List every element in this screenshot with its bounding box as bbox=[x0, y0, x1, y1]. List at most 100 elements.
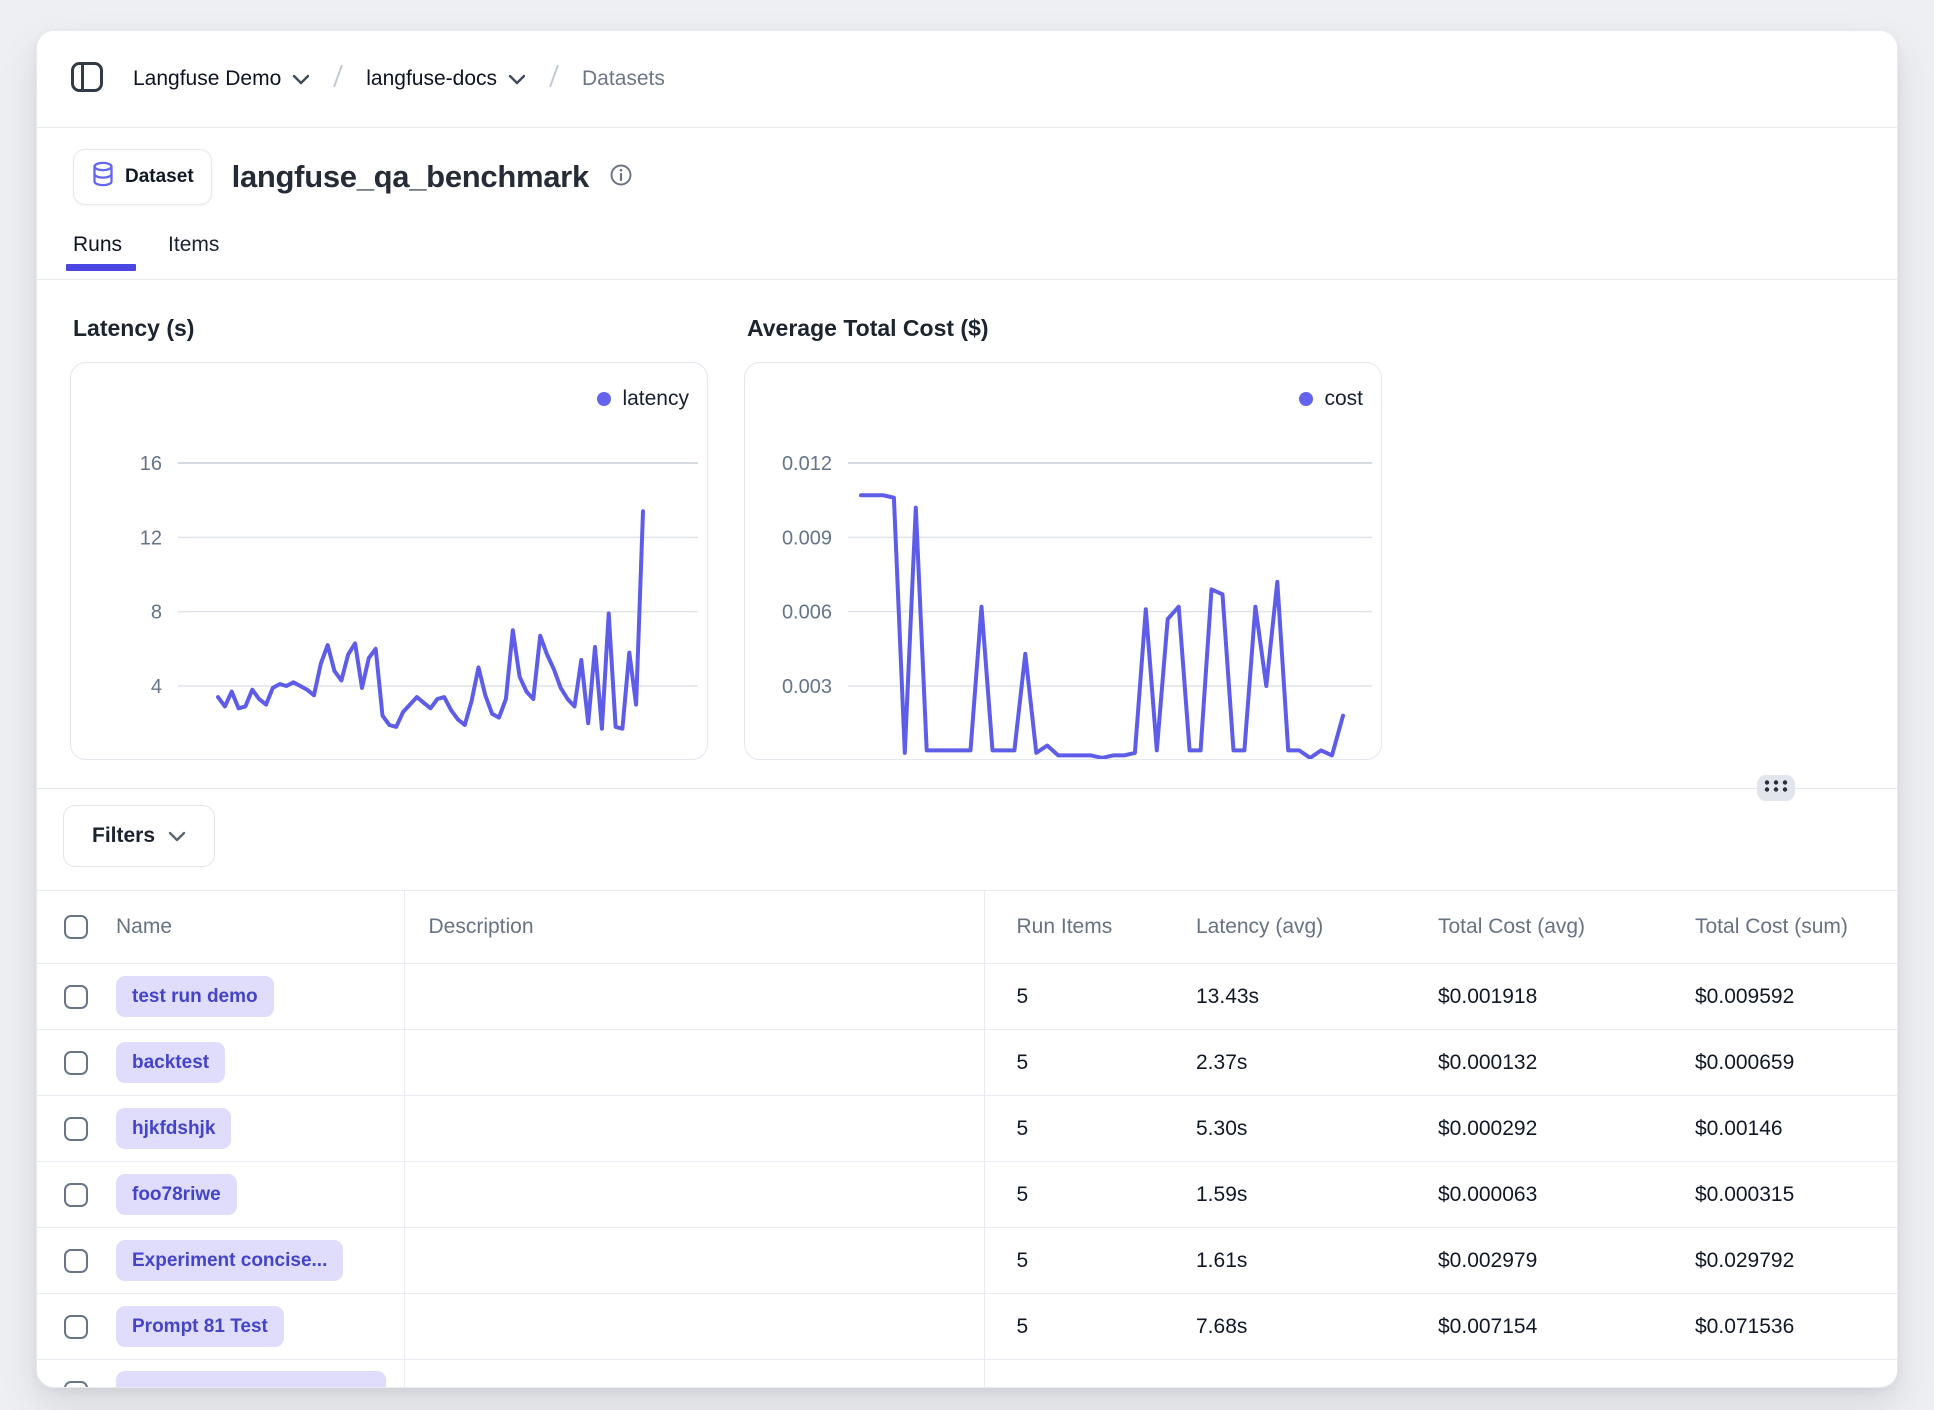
grip-dots-icon bbox=[1763, 778, 1789, 799]
chevron-down-icon bbox=[168, 824, 186, 848]
tab-runs[interactable]: Runs bbox=[73, 233, 122, 279]
table-row[interactable]: backtest 52.37s$0.000132$0.000659 bbox=[37, 1030, 1898, 1096]
total-cost-avg-cell: $0.007154 bbox=[1402, 1294, 1659, 1360]
breadcrumb-org-label: Langfuse Demo bbox=[133, 67, 281, 91]
row-checkbox[interactable] bbox=[64, 985, 88, 1009]
run-description-cell bbox=[404, 1294, 984, 1360]
total-cost-sum-cell: $0.009592 bbox=[1659, 964, 1898, 1030]
latency-legend-label: latency bbox=[622, 387, 689, 411]
breadcrumb-org[interactable]: Langfuse Demo bbox=[133, 67, 310, 91]
run-description-cell bbox=[404, 1162, 984, 1228]
main-window: Langfuse Demo langfuse-docs Datasets bbox=[36, 30, 1898, 1388]
run-name-pill[interactable] bbox=[116, 1371, 386, 1389]
latency-chart-card: 4 8 12 16 latency bbox=[70, 362, 708, 760]
column-header-total-cost-avg[interactable]: Total Cost (avg) bbox=[1402, 891, 1659, 964]
run-name-pill[interactable]: foo78riwe bbox=[116, 1174, 237, 1215]
row-checkbox[interactable] bbox=[64, 1381, 88, 1388]
latency-series-line bbox=[218, 511, 643, 728]
total-cost-avg-cell: $0.000063 bbox=[1402, 1162, 1659, 1228]
breadcrumb-page-label: Datasets bbox=[582, 67, 665, 91]
run-description-cell bbox=[404, 1030, 984, 1096]
cost-chart-group: Average Total Cost ($) 0.0030.0060.0090.… bbox=[744, 315, 1382, 760]
column-header-description[interactable]: Description bbox=[404, 891, 984, 964]
cost-series-line bbox=[861, 495, 1343, 758]
legend-dot-icon bbox=[597, 392, 611, 406]
y-axis-tick-label: 12 bbox=[140, 527, 162, 549]
latency-avg-cell: 5.30s bbox=[1160, 1096, 1402, 1162]
column-header-name[interactable]: Name bbox=[104, 891, 404, 964]
y-axis-tick-label: 0.012 bbox=[782, 453, 832, 475]
table-row[interactable]: Prompt 81 Test57.68s$0.007154$0.071536 bbox=[37, 1294, 1898, 1360]
info-icon[interactable] bbox=[609, 163, 633, 192]
legend-dot-icon bbox=[1299, 392, 1313, 406]
latency-avg-cell: 13.43s bbox=[1160, 964, 1402, 1030]
latency-avg-cell: 1.59s bbox=[1160, 1162, 1402, 1228]
total-cost-sum-cell: $0.000659 bbox=[1659, 1030, 1898, 1096]
dataset-header: Dataset langfuse_qa_benchmark bbox=[73, 149, 1897, 205]
total-cost-avg-cell: $0.001918 bbox=[1402, 964, 1659, 1030]
cost-line-chart: 0.0030.0060.0090.012 bbox=[745, 363, 1381, 759]
runs-table-header: Name Description Run Items Latency (avg)… bbox=[37, 891, 1898, 964]
y-axis-tick-label: 0.006 bbox=[782, 602, 832, 624]
table-row[interactable]: foo78riwe 51.59s$0.000063$0.000315 bbox=[37, 1162, 1898, 1228]
y-axis-tick-label: 4 bbox=[151, 676, 162, 698]
tab-items[interactable]: Items bbox=[168, 233, 219, 279]
latency-legend: latency bbox=[597, 387, 689, 411]
page-title: langfuse_qa_benchmark bbox=[232, 159, 589, 195]
section-splitter bbox=[37, 788, 1897, 789]
chevron-down-icon bbox=[292, 67, 310, 91]
charts-section: Latency (s) 481216 latency Average Total… bbox=[37, 280, 1897, 760]
tab-items-label: Items bbox=[168, 233, 219, 256]
row-checkbox[interactable] bbox=[64, 1117, 88, 1141]
breadcrumb: Langfuse Demo langfuse-docs Datasets bbox=[133, 61, 665, 97]
breadcrumb-project[interactable]: langfuse-docs bbox=[366, 67, 526, 91]
row-checkbox[interactable] bbox=[64, 1183, 88, 1207]
run-items-cell: 5 bbox=[984, 1228, 1160, 1294]
y-axis-tick-label: 0.003 bbox=[782, 676, 832, 698]
column-header-total-cost-sum[interactable]: Total Cost (sum) bbox=[1659, 891, 1898, 964]
table-row[interactable]: Experiment concise... 51.61s$0.002979$0.0… bbox=[37, 1228, 1898, 1294]
row-checkbox[interactable] bbox=[64, 1249, 88, 1273]
latency-avg-cell: 1.61s bbox=[1160, 1228, 1402, 1294]
y-axis-tick-label: 16 bbox=[140, 453, 162, 475]
y-axis-tick-label: 8 bbox=[151, 602, 162, 624]
row-checkbox[interactable] bbox=[64, 1051, 88, 1075]
latency-avg-cell: 2.37s bbox=[1160, 1030, 1402, 1096]
run-name-pill[interactable]: Experiment concise... bbox=[116, 1240, 343, 1281]
run-items-cell: 5 bbox=[984, 1162, 1160, 1228]
run-items-cell: 5 bbox=[984, 1030, 1160, 1096]
dataset-badge: Dataset bbox=[73, 149, 212, 205]
row-checkbox[interactable] bbox=[64, 1315, 88, 1339]
column-header-run-items[interactable]: Run Items bbox=[984, 891, 1160, 964]
tab-runs-label: Runs bbox=[73, 233, 122, 256]
total-cost-avg-cell: $0.000132 bbox=[1402, 1030, 1659, 1096]
filters-button-label: Filters bbox=[92, 824, 155, 848]
run-name-pill[interactable]: Prompt 81 Test bbox=[116, 1306, 284, 1347]
database-icon bbox=[91, 161, 115, 193]
runs-table-body: test run demo513.43s$0.001918$0.009592ba… bbox=[37, 964, 1898, 1389]
cost-legend: cost bbox=[1299, 387, 1363, 411]
table-row[interactable]: hjkfdshjk55.30s$0.000292$0.00146 bbox=[37, 1096, 1898, 1162]
latency-avg-cell bbox=[1160, 1360, 1402, 1389]
table-row[interactable] bbox=[37, 1360, 1898, 1389]
cost-legend-label: cost bbox=[1324, 387, 1363, 411]
filters-row: Filters bbox=[63, 805, 1897, 867]
total-cost-avg-cell: $0.002979 bbox=[1402, 1228, 1659, 1294]
column-header-latency-avg[interactable]: Latency (avg) bbox=[1160, 891, 1402, 964]
breadcrumb-separator-icon bbox=[546, 61, 562, 97]
select-all-checkbox[interactable] bbox=[64, 915, 88, 939]
run-name-pill[interactable]: test run demo bbox=[116, 976, 274, 1017]
total-cost-sum-cell: $0.029792 bbox=[1659, 1228, 1898, 1294]
latency-chart-title: Latency (s) bbox=[73, 315, 708, 342]
table-row[interactable]: test run demo 513.43s$0.001918$0.009592 bbox=[37, 964, 1898, 1030]
cost-chart-card: 0.0030.0060.0090.012 cost bbox=[744, 362, 1382, 760]
filters-button[interactable]: Filters bbox=[63, 805, 215, 867]
run-items-cell: 5 bbox=[984, 964, 1160, 1030]
breadcrumb-page: Datasets bbox=[582, 67, 665, 91]
breadcrumb-project-label: langfuse-docs bbox=[366, 67, 497, 91]
resize-drag-handle[interactable] bbox=[1757, 775, 1795, 801]
run-name-pill[interactable]: hjkfdshjk bbox=[116, 1108, 231, 1149]
run-name-pill[interactable]: backtest bbox=[116, 1042, 225, 1083]
sidebar-toggle-button[interactable] bbox=[65, 57, 109, 101]
total-cost-sum-cell: $0.000315 bbox=[1659, 1162, 1898, 1228]
